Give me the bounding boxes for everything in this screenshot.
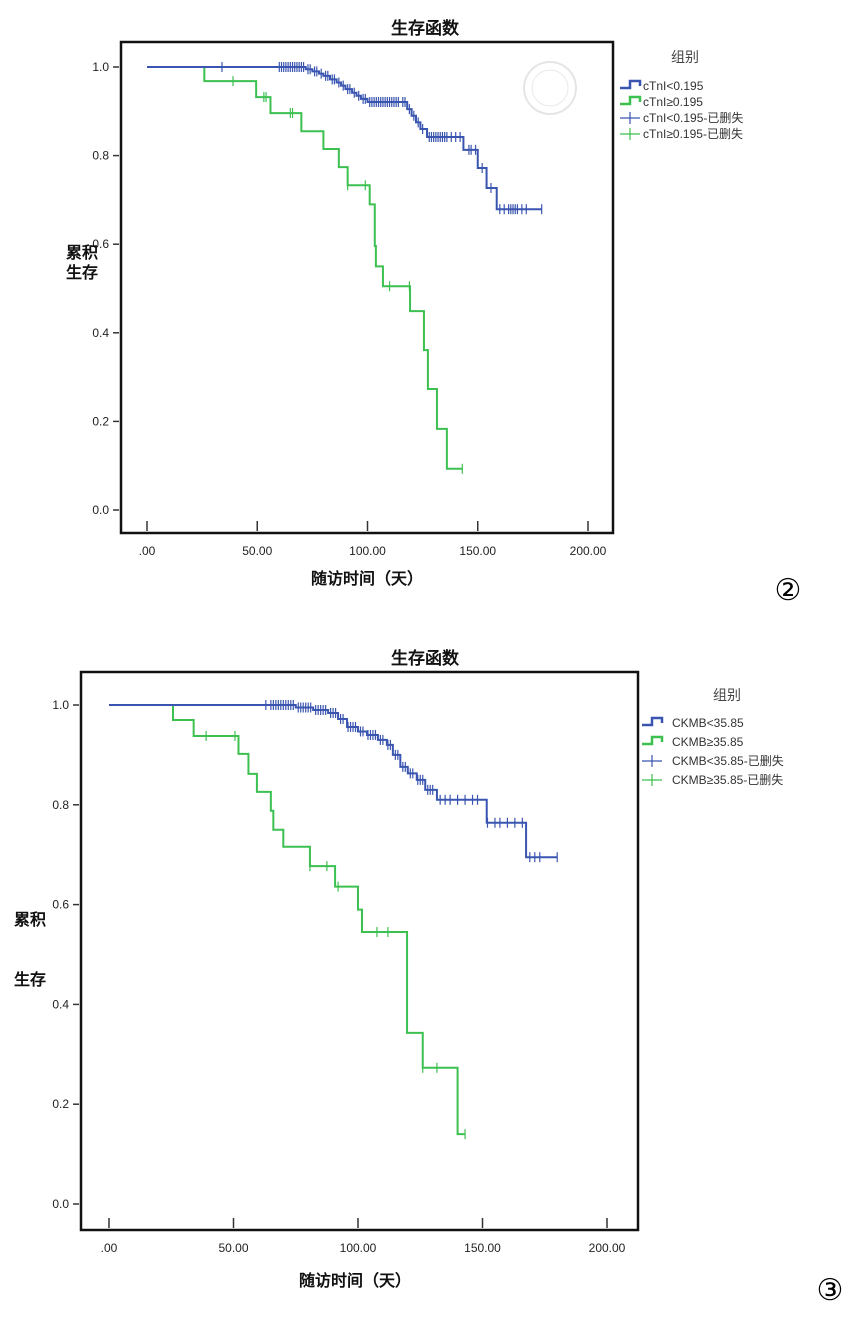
y-tick-label: 0.6 bbox=[92, 237, 109, 251]
chart-title: 生存函数 bbox=[391, 648, 460, 669]
survival-curve-high bbox=[147, 66, 463, 470]
legend-line-swatch bbox=[642, 735, 664, 746]
survival-chart-cTnI: 生存函数 0.0 0.2 0.4 0.6 0.8 1.0 .00 50.00 100.00 150… bbox=[66, 18, 801, 608]
legend-title: 组别 bbox=[671, 50, 699, 66]
x-tick-label: 200.00 bbox=[589, 1241, 626, 1255]
y-tick-label: 0.2 bbox=[52, 1097, 69, 1111]
y-tick-label: 0.8 bbox=[92, 149, 109, 163]
x-tick-label: 50.00 bbox=[218, 1241, 248, 1255]
plot-frame bbox=[119, 40, 615, 535]
x-tick-label: 100.00 bbox=[349, 544, 386, 558]
legend-entry: CKMB<35.85-已删失 bbox=[672, 753, 784, 768]
legend-line-swatch bbox=[642, 716, 664, 727]
legend-entry: cTnI<0.195 bbox=[643, 79, 704, 93]
y-axis-label-line1: 累积 bbox=[14, 910, 46, 929]
y-tick-label: 0.2 bbox=[92, 414, 109, 428]
legend-line-swatch bbox=[620, 95, 642, 106]
chart-title: 生存函数 bbox=[391, 18, 460, 39]
legend-entry: CKMB≥35.85 bbox=[672, 735, 744, 749]
survival-curve-low bbox=[109, 704, 558, 859]
plot-frame bbox=[79, 670, 640, 1232]
panel-label: ③ bbox=[817, 1273, 844, 1308]
survival-chart-CKMB: 生存函数 0.0 0.2 0.4 0.6 0.8 1.0 .00 50.00 100.00 150… bbox=[14, 648, 843, 1308]
y-tick-label: 1.0 bbox=[52, 698, 69, 712]
x-tick-label: .00 bbox=[101, 1241, 118, 1255]
x-tick-label: 100.00 bbox=[340, 1241, 377, 1255]
y-tick-label: 0.8 bbox=[52, 798, 69, 812]
y-tick-label: 0.6 bbox=[52, 898, 69, 912]
legend-entry: cTnI≥0.195 bbox=[643, 95, 703, 109]
y-tick-label: 0.4 bbox=[52, 997, 69, 1011]
x-axis-label: 随访时间（天） bbox=[311, 569, 423, 588]
y-tick-label: 1.0 bbox=[92, 60, 109, 74]
legend-entry: cTnI<0.195-已删失 bbox=[643, 110, 743, 125]
x-tick-label: 50.00 bbox=[242, 544, 272, 558]
y-axis-label-line1: 累积 bbox=[66, 243, 98, 262]
y-axis-label-line2: 生存 bbox=[66, 263, 98, 282]
legend-title: 组别 bbox=[713, 688, 741, 704]
x-tick-label: 150.00 bbox=[459, 544, 496, 558]
legend-entry: cTnI≥0.195-已删失 bbox=[643, 126, 743, 141]
legend-entry: CKMB≥35.85-已删失 bbox=[672, 772, 783, 787]
legend-line-swatch bbox=[620, 79, 642, 90]
y-tick-label: 0.0 bbox=[52, 1197, 69, 1211]
x-tick-label: 150.00 bbox=[464, 1241, 501, 1255]
x-tick-label: 200.00 bbox=[570, 544, 607, 558]
y-tick-label: 0.0 bbox=[92, 503, 109, 517]
x-axis-label: 随访时间（天） bbox=[299, 1271, 411, 1290]
panel-label: ② bbox=[775, 573, 802, 608]
watermark-seal bbox=[523, 61, 577, 115]
survival-curve-low bbox=[147, 66, 542, 211]
legend-entry: CKMB<35.85 bbox=[672, 716, 744, 730]
survival-curve-high bbox=[109, 704, 466, 1136]
x-tick-label: .00 bbox=[139, 544, 156, 558]
y-axis-label-line2: 生存 bbox=[14, 970, 46, 989]
y-tick-label: 0.4 bbox=[92, 326, 109, 340]
